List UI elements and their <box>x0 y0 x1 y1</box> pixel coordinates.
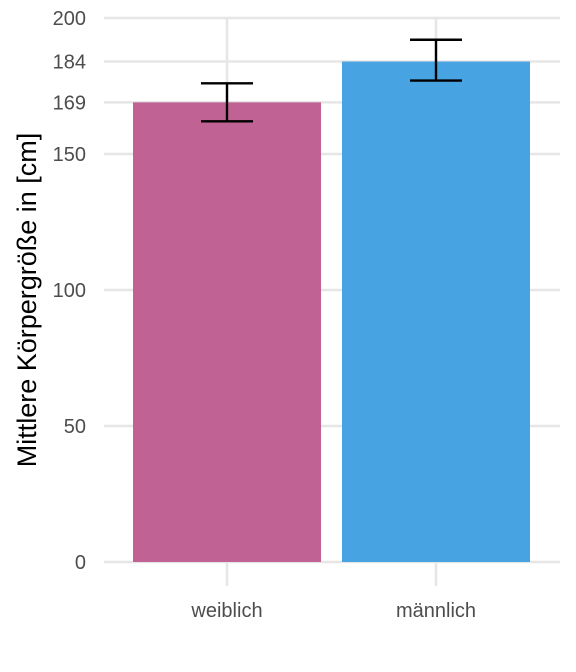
x-axis-ticks: weiblich männlich <box>190 600 476 622</box>
y-tick-label: 200 <box>53 8 86 30</box>
x-tick-label: männlich <box>396 600 476 622</box>
y-tick-label: 100 <box>53 280 86 302</box>
bars <box>133 61 530 563</box>
y-tick-label: 50 <box>64 416 86 438</box>
error-bars <box>201 38 462 123</box>
y-tick-label: 184 <box>53 52 86 74</box>
y-tick-label: 0 <box>75 552 86 574</box>
y-axis-title: Mittlere Körpergröße in [cm] <box>12 133 42 468</box>
x-tick-label: weiblich <box>190 600 262 622</box>
y-tick-label: 150 <box>53 144 86 166</box>
y-axis-ticks: 0 50 100 150 169 184 200 <box>53 8 86 574</box>
y-tick-label: 169 <box>53 92 86 114</box>
bar-weiblich <box>133 102 321 562</box>
bar-männlich <box>342 61 530 563</box>
